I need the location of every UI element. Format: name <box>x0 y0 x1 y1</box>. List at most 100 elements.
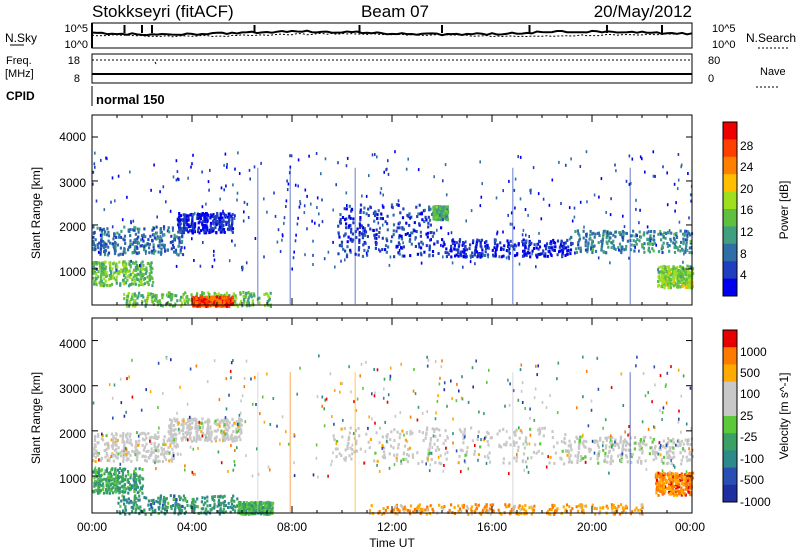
velocity-cell <box>126 440 129 444</box>
power-sparse-cell <box>409 216 411 220</box>
cpid-label: CPID <box>6 89 35 103</box>
velocity-cell <box>110 438 113 442</box>
velocity-cell <box>139 505 142 509</box>
power-cell <box>132 271 135 275</box>
velocity-cell <box>231 423 234 427</box>
power-cell <box>183 216 186 220</box>
power-cell <box>633 249 636 253</box>
power-sparse-cell <box>234 214 236 218</box>
velocity-cell <box>340 427 343 431</box>
power-cell <box>242 290 245 294</box>
velocity-cell <box>134 500 137 504</box>
velocity-cell <box>99 488 102 492</box>
power-cell <box>439 217 442 221</box>
velocity-cell <box>408 446 411 450</box>
velocity-cell <box>470 509 473 513</box>
velocity-cell <box>604 454 607 458</box>
velocity-cell <box>563 437 566 440</box>
power-cell <box>418 222 421 226</box>
velocity-cell <box>129 432 132 436</box>
velocity-cell <box>171 447 174 451</box>
power-cell <box>535 255 539 259</box>
power-sparse-cell <box>343 234 345 238</box>
power-cell <box>178 224 181 228</box>
power-cell <box>221 216 224 220</box>
power-cell <box>102 244 105 248</box>
power-cell <box>236 304 239 308</box>
power-cell <box>591 248 594 252</box>
power-cell <box>375 236 378 240</box>
power-cell <box>338 235 341 239</box>
power-cell <box>187 225 190 229</box>
velocity-cell <box>612 448 615 452</box>
power-cell <box>231 302 234 306</box>
station-title: Stokkseyri (fitACF) <box>92 2 234 21</box>
power-cell <box>148 246 151 250</box>
power-cell <box>659 270 662 274</box>
velocity-cell <box>389 444 393 448</box>
power-cell <box>686 235 689 239</box>
power-cell <box>664 269 667 273</box>
power-cell <box>179 230 182 234</box>
velocity-cell <box>520 430 523 434</box>
velocity-cell <box>178 431 181 435</box>
velocity-cell <box>155 449 158 452</box>
velocity-cell <box>265 501 268 505</box>
velocity-cell <box>246 501 249 505</box>
power-cell <box>384 248 387 252</box>
velocity-cell <box>514 430 517 434</box>
velocity-cell <box>649 436 652 440</box>
velocity-cell <box>576 509 580 513</box>
velocity-cell <box>205 507 208 511</box>
power-cell <box>103 232 106 236</box>
power-cell <box>247 296 250 300</box>
power-cell <box>577 240 580 244</box>
power-sparse-cell <box>234 243 236 247</box>
power-cell <box>689 239 692 243</box>
power-cell <box>215 214 218 218</box>
power-cell <box>177 230 180 234</box>
velocity-cell <box>619 435 623 439</box>
power-sparse-cell <box>496 232 498 236</box>
power-cell <box>345 255 349 259</box>
power-cell <box>548 250 551 254</box>
velocity-cell <box>196 497 199 501</box>
power-sparse-cell <box>365 194 368 198</box>
velocity-cell <box>252 506 255 510</box>
power-cell <box>674 273 677 277</box>
power-cell <box>137 230 140 234</box>
power-cell <box>126 304 129 308</box>
power-cell <box>485 240 488 243</box>
power-sparse-cell <box>378 235 380 239</box>
velocity-cell <box>135 478 138 482</box>
velocity-cell <box>108 459 111 463</box>
power-cell <box>124 272 127 276</box>
velocity-cell <box>567 449 570 453</box>
power-cell <box>421 218 424 222</box>
velocity-cell <box>438 503 441 507</box>
velocity-cell <box>486 440 489 443</box>
velocity-cell <box>107 441 110 445</box>
velocity-cell <box>127 478 130 482</box>
power-cell <box>132 268 136 272</box>
power-cell <box>494 253 497 257</box>
power-sparse-cell <box>306 227 308 231</box>
power-cell <box>109 266 112 269</box>
power-cell <box>349 223 352 227</box>
power-cell <box>355 236 358 239</box>
power-sparse-cell <box>381 204 384 208</box>
velocity-cell <box>181 437 184 441</box>
velocity-cell <box>515 459 518 463</box>
power-cell <box>123 247 126 251</box>
velocity-cell <box>193 438 196 442</box>
power-cell <box>477 253 480 257</box>
velocity-cell <box>183 506 186 510</box>
power-cell <box>600 244 604 248</box>
cpid-panel: CPID normal 150 <box>6 86 165 107</box>
power-cell <box>661 266 664 270</box>
power-cell <box>160 236 163 240</box>
power-cell <box>225 296 228 300</box>
power-sparse-cell <box>561 254 563 258</box>
power-cell <box>247 298 250 302</box>
power-cell <box>178 236 181 240</box>
